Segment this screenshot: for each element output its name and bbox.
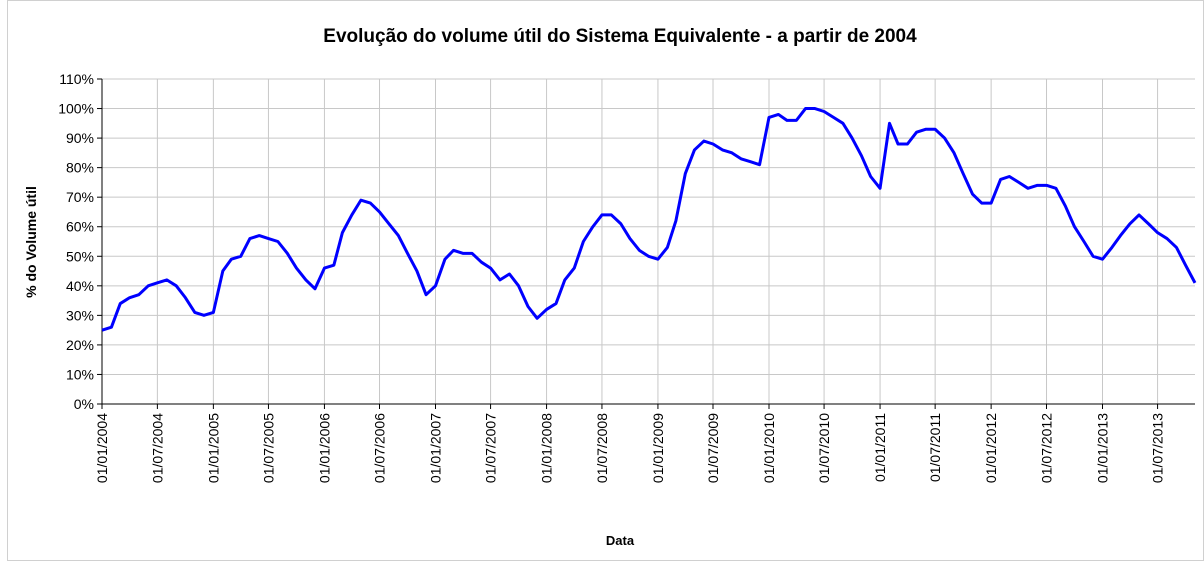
x-tick-label: 01/01/2010	[761, 413, 777, 483]
x-tick-label: 01/07/2007	[483, 413, 499, 483]
x-tick-label: 01/07/2009	[705, 413, 721, 483]
y-tick-label: 30%	[66, 307, 94, 323]
y-tick-label: 0%	[74, 396, 94, 412]
x-tick-label: 01/07/2006	[372, 413, 388, 483]
y-tick-label: 20%	[66, 337, 94, 353]
y-tick-label: 80%	[66, 160, 94, 176]
y-tick-label: 10%	[66, 366, 94, 382]
x-tick-label: 01/07/2010	[816, 413, 832, 483]
y-tick-label: 90%	[66, 130, 94, 146]
y-axis-label: % do Volume útil	[23, 186, 39, 298]
chart-title: Evolução do volume útil do Sistema Equiv…	[323, 26, 917, 47]
x-tick-label: 01/07/2008	[594, 413, 610, 483]
x-tick-label: 01/01/2005	[205, 413, 221, 483]
x-tick-label: 01/01/2012	[983, 413, 999, 483]
x-tick-label: 01/07/2011	[927, 413, 943, 482]
x-axis-label: Data	[606, 533, 635, 548]
x-tick-label: 01/07/2012	[1039, 413, 1055, 483]
y-tick-label: 60%	[66, 219, 94, 235]
data-line	[101, 107, 1197, 332]
x-tick-label: 01/01/2004	[94, 413, 110, 483]
y-tick-label: 100%	[58, 101, 94, 117]
x-tick-label: 01/01/2007	[427, 413, 443, 483]
x-tick-label: 01/01/2011	[872, 413, 888, 482]
x-tick-label: 01/01/2006	[316, 413, 332, 483]
y-tick-label: 70%	[66, 189, 94, 205]
y-tick-label: 50%	[66, 248, 94, 264]
y-tick-label: 40%	[66, 278, 94, 294]
chart-frame	[7, 0, 1204, 561]
x-tick-label: 01/01/2013	[1094, 413, 1110, 483]
x-tick-label: 01/07/2005	[260, 413, 276, 483]
y-tick-label: 110%	[59, 71, 94, 87]
x-tick-label: 01/01/2008	[539, 413, 555, 483]
x-tick-label: 01/01/2009	[650, 413, 666, 483]
x-tick-label: 01/07/2013	[1150, 413, 1166, 483]
x-tick-label: 01/07/2004	[149, 413, 165, 483]
